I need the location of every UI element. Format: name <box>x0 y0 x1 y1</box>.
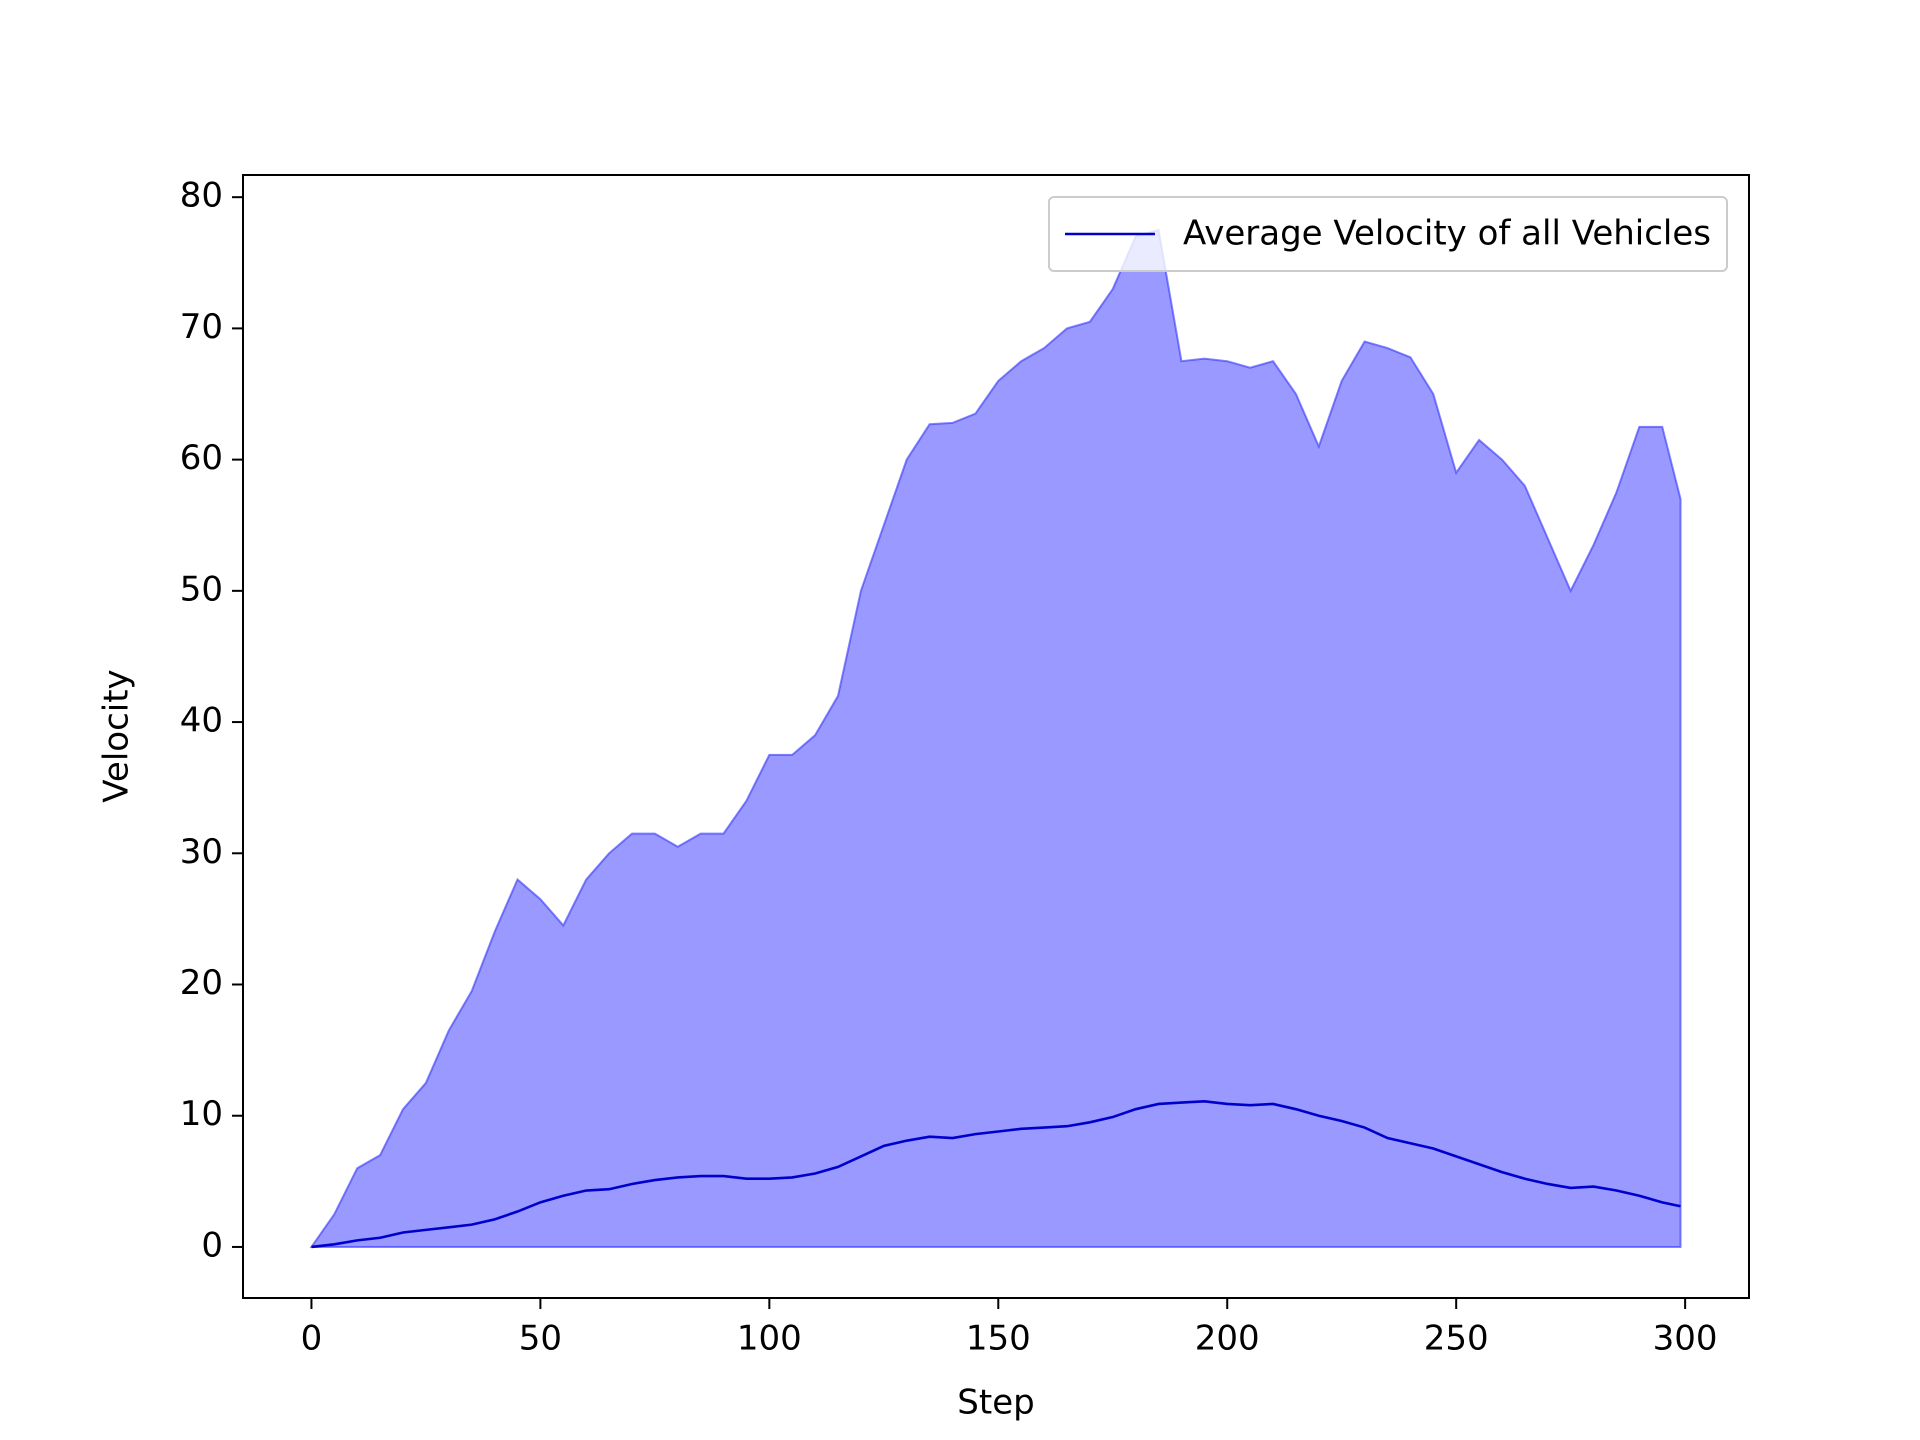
y-tick-label: 10 <box>180 1094 223 1134</box>
legend-label: Average Velocity of all Vehicles <box>1183 214 1711 254</box>
x-axis-label: Step <box>957 1383 1034 1423</box>
y-axis-label: Velocity <box>97 669 137 802</box>
x-tick-label: 150 <box>966 1319 1031 1359</box>
y-tick-label: 30 <box>180 832 223 872</box>
y-tick-label: 80 <box>180 176 223 216</box>
x-tick-label: 0 <box>301 1319 323 1359</box>
y-tick-label: 50 <box>180 569 223 609</box>
y-tick-label: 70 <box>180 307 223 347</box>
y-tick-label: 60 <box>180 438 223 478</box>
legend-box <box>1047 196 1728 272</box>
y-tick-label: 40 <box>180 701 223 741</box>
y-tick-label: 20 <box>180 963 223 1003</box>
y-tick-label: 0 <box>201 1225 223 1265</box>
line <box>311 1099 1681 1249</box>
x-tick-label: 250 <box>1424 1319 1489 1359</box>
x-tick-label: 300 <box>1653 1319 1718 1359</box>
fill-band <box>309 228 1682 1248</box>
x-tick-label: 100 <box>737 1319 802 1359</box>
x-tick-label: 50 <box>519 1319 562 1359</box>
plot-frame <box>242 174 1750 1299</box>
x-tick-label: 200 <box>1195 1319 1260 1359</box>
